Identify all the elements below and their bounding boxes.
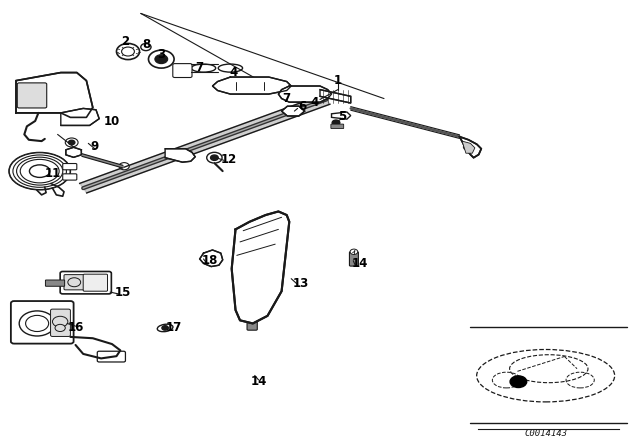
Text: 5: 5 [339,110,346,123]
Text: 9: 9 [91,140,99,154]
FancyBboxPatch shape [45,280,65,286]
Circle shape [26,315,49,332]
Circle shape [24,90,40,100]
Circle shape [244,300,252,305]
FancyBboxPatch shape [11,301,74,344]
Polygon shape [66,147,81,157]
Ellipse shape [17,157,63,185]
Circle shape [248,309,258,316]
FancyBboxPatch shape [83,274,108,291]
Ellipse shape [191,64,216,72]
Circle shape [148,50,174,68]
Circle shape [122,47,134,56]
Polygon shape [165,149,195,162]
Polygon shape [320,90,351,103]
Text: 3: 3 [157,48,165,61]
Circle shape [207,152,222,163]
Circle shape [32,90,45,99]
Circle shape [116,43,140,60]
Circle shape [206,255,216,263]
Circle shape [332,120,340,125]
Polygon shape [61,108,99,125]
Circle shape [119,163,129,170]
Text: 6: 6 [298,100,306,113]
Text: C0014143: C0014143 [524,429,567,438]
FancyBboxPatch shape [349,252,358,266]
Ellipse shape [218,64,243,72]
Text: 7: 7 [283,92,291,105]
Text: 4: 4 [230,66,237,79]
Text: 11: 11 [44,167,61,181]
FancyBboxPatch shape [17,83,47,108]
Circle shape [162,326,168,330]
Text: 17: 17 [166,321,182,335]
Text: 8: 8 [142,38,150,52]
Polygon shape [232,211,289,323]
FancyBboxPatch shape [331,124,344,129]
Ellipse shape [13,155,67,187]
Circle shape [72,113,88,124]
Circle shape [463,143,474,151]
Ellipse shape [20,159,59,183]
Text: 12: 12 [221,152,237,166]
Circle shape [159,57,164,61]
Text: 4: 4 [311,95,319,109]
Polygon shape [200,250,223,267]
Circle shape [52,316,68,327]
Circle shape [300,90,312,99]
Circle shape [68,140,75,145]
Ellipse shape [157,324,173,332]
Circle shape [19,311,55,336]
Circle shape [510,376,527,388]
Text: 2: 2 [121,34,129,48]
Polygon shape [282,106,305,116]
FancyBboxPatch shape [64,275,84,290]
Ellipse shape [10,153,70,190]
Polygon shape [462,141,475,153]
FancyBboxPatch shape [51,309,70,336]
Circle shape [255,223,268,232]
FancyBboxPatch shape [63,174,77,180]
Circle shape [248,314,256,320]
Circle shape [173,151,183,158]
FancyBboxPatch shape [63,164,77,170]
Ellipse shape [10,153,70,190]
Text: 16: 16 [67,321,84,335]
Text: 7: 7 [196,60,204,74]
Text: 13: 13 [292,276,309,290]
Ellipse shape [29,165,50,177]
Polygon shape [80,95,330,193]
Circle shape [68,278,81,287]
Circle shape [52,100,63,108]
Text: 14: 14 [250,375,267,388]
Circle shape [288,108,298,115]
Circle shape [211,155,218,160]
Circle shape [350,249,358,254]
Text: 10: 10 [104,115,120,129]
FancyBboxPatch shape [173,64,192,78]
Text: 15: 15 [115,285,131,299]
Polygon shape [212,77,291,94]
FancyBboxPatch shape [247,317,257,330]
Circle shape [55,324,65,332]
Text: 18: 18 [202,254,218,267]
Circle shape [155,55,168,64]
Polygon shape [332,112,351,119]
FancyBboxPatch shape [60,271,111,294]
Circle shape [242,80,257,91]
Polygon shape [16,73,93,117]
Circle shape [141,43,151,51]
Text: 1: 1 [334,74,342,87]
FancyBboxPatch shape [97,351,125,362]
Circle shape [24,85,52,105]
Circle shape [70,150,77,155]
Circle shape [52,82,63,89]
Circle shape [65,138,78,147]
Polygon shape [278,86,332,102]
Text: 14: 14 [351,257,368,270]
Polygon shape [460,137,481,158]
